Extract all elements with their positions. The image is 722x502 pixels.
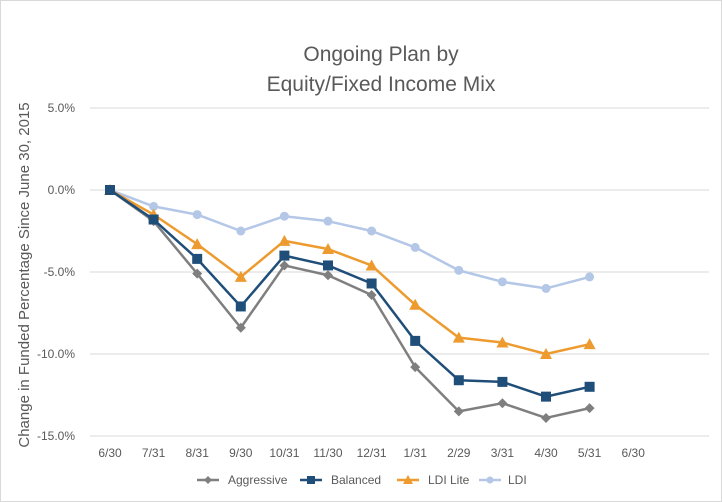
data-point: [454, 265, 464, 275]
data-point: [192, 268, 203, 279]
data-point: [367, 226, 377, 236]
data-point: [278, 234, 291, 246]
data-point: [322, 243, 334, 255]
x-tick-label: 12/31: [357, 446, 387, 460]
data-point: [540, 348, 552, 359]
chart-title-line1: Ongoing Plan by: [303, 43, 459, 66]
x-tick-label: 6/30: [622, 446, 646, 460]
data-point: [410, 335, 421, 346]
data-point: [279, 260, 290, 271]
data-point: [453, 375, 464, 386]
data-point: [541, 412, 551, 423]
y-tick-label: 5.0%: [48, 101, 76, 115]
legend: Aggressive Balanced LDI Lite LDI: [197, 473, 527, 487]
chart-title-line2: Equity/Fixed Income Mix: [266, 73, 496, 96]
series-line: [109, 188, 590, 398]
x-tick-label: 6/30: [98, 446, 122, 460]
x-tick-label: 3/31: [491, 446, 515, 460]
data-point: [410, 362, 421, 373]
data-point: [191, 238, 204, 250]
data-point: [585, 272, 595, 282]
legend-label: LDI Lite: [428, 473, 470, 487]
legend-item-aggressive: Aggressive: [197, 473, 288, 487]
series-line: [109, 188, 590, 420]
legend-item-ldi: LDI: [479, 473, 527, 487]
data-point: [366, 278, 377, 289]
gridlines: [90, 107, 709, 437]
data-point: [366, 289, 377, 300]
data-point: [584, 403, 595, 414]
data-point: [541, 391, 551, 402]
x-tick-label: 9/30: [229, 446, 253, 460]
data-point: [496, 336, 509, 348]
data-point: [148, 214, 159, 225]
y-tick-label: 0.0%: [48, 183, 76, 197]
data-point: [365, 259, 378, 271]
data-point: [403, 475, 413, 484]
data-point: [583, 338, 596, 350]
x-tick-label: 8/31: [186, 446, 210, 460]
series-aggressive: [105, 185, 595, 423]
data-point: [497, 398, 508, 409]
x-tick-label: 1/31: [404, 446, 428, 460]
data-point: [192, 210, 202, 220]
series-ldi: [105, 185, 595, 293]
data-point: [323, 216, 333, 226]
data-point: [105, 185, 115, 195]
data-point: [279, 211, 289, 221]
x-tick-label: 7/31: [142, 446, 166, 460]
legend-label: LDI: [508, 473, 527, 487]
data-point: [235, 322, 246, 333]
data-point: [279, 250, 290, 261]
y-tick-label: -15.0%: [37, 429, 75, 443]
y-tick-label: -10.0%: [37, 347, 75, 361]
y-axis-label: Change in Funded Percentage Since June 3…: [16, 102, 33, 447]
series-balanced: [105, 185, 595, 402]
y-tick-label: -5.0%: [44, 265, 76, 279]
x-tick-label: 2/29: [447, 446, 471, 460]
y-axis-ticks: 5.0% 0.0% -5.0% -10.0% -15.0%: [37, 101, 75, 443]
legend-label: Balanced: [331, 473, 381, 487]
legend-item-ldi-lite: LDI Lite: [397, 473, 470, 487]
data-point: [323, 270, 333, 281]
data-point: [235, 301, 246, 312]
x-axis-ticks: 6/30 7/31 8/31 9/30 10/31 11/30 12/31 1/31 2/29 3…: [98, 446, 645, 460]
data-point: [541, 283, 551, 293]
data-point: [486, 476, 494, 484]
data-point: [409, 298, 422, 310]
series-line: [109, 188, 590, 290]
data-point: [584, 381, 595, 392]
data-point: [307, 476, 315, 484]
data-point: [497, 277, 507, 287]
legend-item-balanced: Balanced: [300, 473, 381, 487]
x-tick-label: 11/30: [313, 446, 342, 460]
data-point: [452, 331, 465, 343]
x-tick-label: 4/30: [534, 446, 558, 460]
data-point: [149, 201, 159, 211]
x-tick-label: 5/31: [578, 446, 602, 460]
data-point: [204, 476, 212, 484]
data-point: [323, 260, 333, 271]
series-lines: [104, 184, 596, 423]
data-point: [192, 253, 203, 264]
legend-label: Aggressive: [228, 473, 288, 487]
series-line: [109, 188, 590, 356]
data-point: [410, 242, 420, 252]
data-point: [236, 226, 246, 236]
x-tick-label: 10/31: [269, 446, 299, 460]
data-point: [453, 406, 464, 417]
data-point: [234, 270, 247, 282]
data-point: [497, 376, 508, 387]
